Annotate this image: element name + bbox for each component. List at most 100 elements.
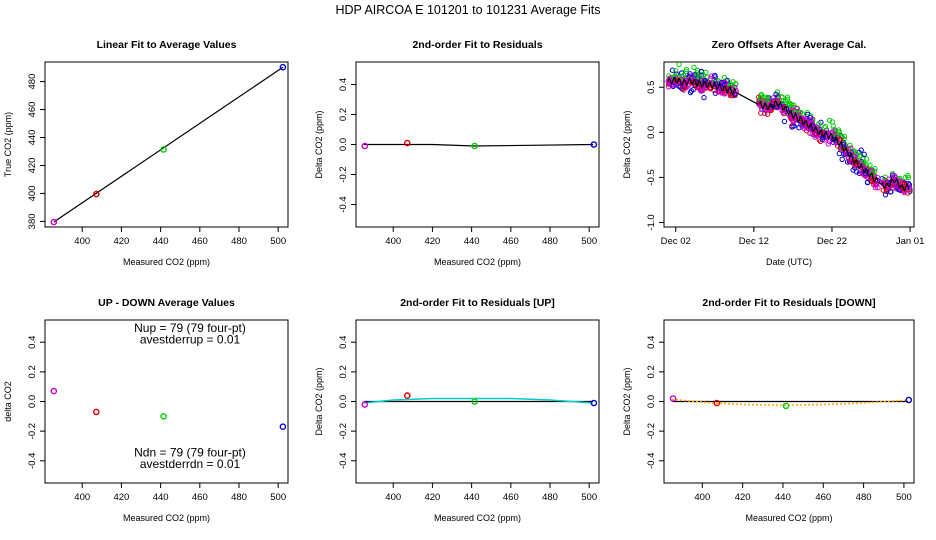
x-tick-label: Dec 02: [661, 236, 691, 247]
data-point: [471, 142, 478, 150]
data-point: [812, 131, 818, 138]
data-point: [690, 87, 696, 93]
data-point: [673, 68, 679, 74]
data-point: [781, 118, 788, 125]
data-point: [279, 63, 287, 71]
data-point: [906, 185, 912, 191]
y-tick-label: 400: [27, 186, 38, 202]
panel-residuals-up: 2nd-order Fit to Residuals [UP] Measured …: [314, 297, 600, 523]
y-tick-label: 480: [27, 74, 38, 90]
y-tick-label: 0.4: [338, 336, 349, 349]
data-point: [805, 111, 811, 118]
data-point: [816, 121, 822, 127]
panel-title: Zero Offsets After Average Cal.: [712, 39, 867, 51]
y-tick-label: 0.2: [646, 365, 657, 378]
data-point: [713, 399, 721, 407]
data-point: [764, 111, 771, 117]
y-axis-label: Delta CO2 (ppm): [314, 110, 324, 178]
data-point: [809, 131, 815, 137]
data-point: [886, 183, 892, 190]
x-tick-label: 400: [74, 492, 90, 503]
data-point: [801, 125, 807, 132]
x-tick-label: 420: [113, 492, 129, 503]
y-tick-label: 0.4: [27, 336, 38, 349]
data-point: [789, 124, 795, 130]
x-tick-label: 440: [464, 492, 480, 503]
fit-line-orange: [672, 398, 909, 407]
annotation: avestderrup = 0.01: [140, 333, 241, 347]
x-tick-label: Jan 01: [896, 236, 925, 247]
y-axis-label: delta CO2: [3, 381, 13, 422]
data-point: [822, 123, 829, 130]
data-point: [841, 133, 848, 140]
y-axis-label: Delta CO2 (ppm): [314, 367, 324, 435]
data-point: [669, 67, 676, 73]
y-tick-label: -0.4: [646, 453, 657, 469]
data-point: [93, 190, 100, 198]
y-tick-label: 0.4: [338, 78, 349, 91]
y-tick-label: 0.0: [338, 395, 349, 408]
data-point: [691, 64, 697, 71]
data-point: [892, 182, 899, 189]
y-tick-label: 0.0: [646, 126, 657, 139]
data-point: [812, 134, 818, 140]
data-point: [862, 173, 868, 179]
x-tick-label: 500: [581, 236, 597, 247]
data-point: [403, 139, 411, 147]
x-tick-label: 440: [153, 236, 169, 247]
y-tick-label: -0.2: [27, 423, 38, 439]
x-tick-label: 440: [464, 236, 480, 247]
data-point: [160, 146, 167, 153]
data-point: [93, 408, 100, 416]
x-tick-label: 420: [735, 492, 751, 503]
x-tick-label: 480: [856, 492, 872, 503]
data-point: [403, 392, 411, 399]
data-point: [708, 73, 715, 79]
data-point: [867, 162, 873, 168]
data-point: [829, 119, 835, 125]
data-point: [782, 402, 790, 410]
data-point: [762, 110, 768, 117]
x-tick-label: 440: [153, 492, 169, 503]
plot-area: [363, 143, 594, 147]
data-point: [804, 109, 811, 116]
data-point: [892, 173, 898, 179]
data-point: [880, 187, 886, 193]
x-axis-label: Measured CO2 (ppm): [123, 257, 210, 267]
x-tick-label: 420: [424, 236, 440, 247]
data-point: [902, 174, 908, 181]
x-tick-label: 480: [542, 236, 558, 247]
data-point: [712, 72, 718, 79]
data-point: [160, 412, 167, 420]
panel-residuals: 2nd-order Fit to Residuals Measured CO2 (…: [314, 39, 600, 267]
panel-title: 2nd-order Fit to Residuals [DOWN]: [702, 297, 875, 309]
data-point: [701, 94, 707, 101]
data-point: [807, 115, 813, 121]
x-tick-label: 480: [231, 236, 247, 247]
y-tick-label: 0.0: [646, 395, 657, 408]
data-point: [786, 100, 793, 107]
y-axis-label: Delta CO2 (ppm): [622, 110, 632, 178]
data-point: [683, 66, 690, 73]
y-tick-label: 0.5: [646, 81, 657, 94]
data-point: [848, 145, 854, 151]
x-axis-label: Measured CO2 (ppm): [434, 513, 521, 523]
data-point: [689, 73, 695, 79]
data-point: [590, 141, 598, 148]
trend-line: [877, 181, 883, 185]
x-axis-label: Date (UTC): [766, 257, 812, 267]
annotation: Ndn = 79 (79 four-pt): [134, 445, 246, 459]
x-tick-label: 500: [581, 492, 597, 503]
x-tick-label: 400: [385, 492, 401, 503]
fit-line-black: [363, 143, 594, 147]
y-axis-label: True CO2 (ppm): [3, 112, 13, 177]
data-point: [770, 95, 777, 101]
plot-area: [672, 398, 909, 407]
x-tick-label: 500: [270, 492, 286, 503]
data-point: [669, 395, 677, 402]
data-point: [870, 181, 877, 187]
data-point: [767, 107, 773, 114]
panel-residuals-down: 2nd-order Fit to Residuals [DOWN] Measure…: [622, 297, 915, 523]
data-point: [816, 137, 822, 143]
